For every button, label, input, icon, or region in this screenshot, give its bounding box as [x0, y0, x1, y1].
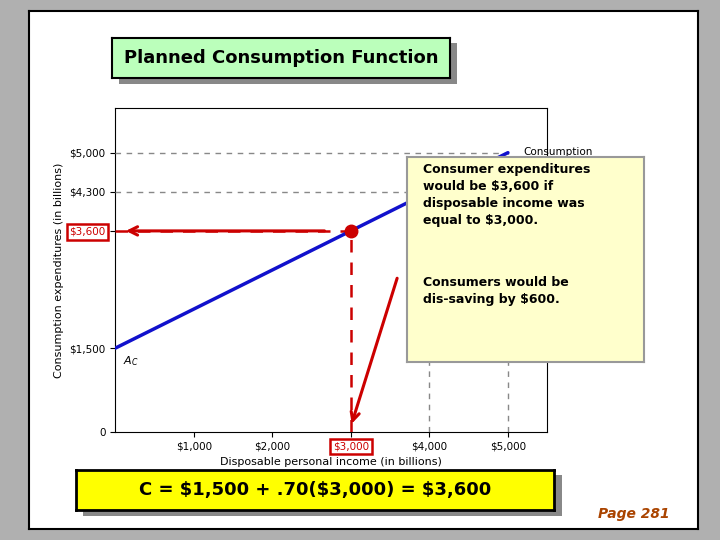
Text: C = $1,500 + .70($3,000) = $3,600: C = $1,500 + .70($3,000) = $3,600 — [139, 481, 491, 499]
Text: $A_C$: $A_C$ — [123, 354, 139, 368]
Text: Consumers would be
dis-saving by $600.: Consumers would be dis-saving by $600. — [423, 275, 570, 306]
Text: Planned Consumption Function: Planned Consumption Function — [124, 49, 438, 67]
Y-axis label: Consumption expenditures (in billions): Consumption expenditures (in billions) — [54, 163, 63, 377]
Text: Consumption
function: Consumption function — [523, 147, 593, 168]
X-axis label: Disposable personal income (in billions): Disposable personal income (in billions) — [220, 457, 442, 467]
Text: Consumer expenditures
would be $3,600 if
disposable income was
equal to $3,000.: Consumer expenditures would be $3,600 if… — [423, 163, 591, 227]
Text: Page 281: Page 281 — [598, 507, 670, 521]
